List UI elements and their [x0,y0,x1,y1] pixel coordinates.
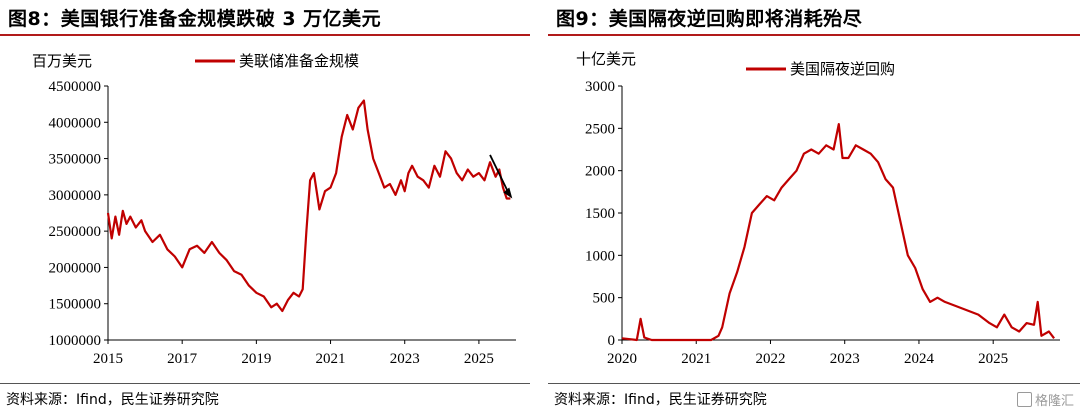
source-note: 资料来源：Ifind，民生证券研究院 [6,392,219,408]
series-line [621,122,1055,342]
x-tick-label: 2017 [167,351,198,367]
title-divider [0,34,530,36]
x-tick-label: 2023 [390,351,420,367]
x-tick-label: 2025 [464,351,494,367]
y-tick-label: 3000000 [49,188,102,204]
legend-label: 美国隔夜逆回购 [790,60,895,78]
reserves-chart: 1000000 1500000 2000000 2500000 3000000 35000… [32,52,516,367]
x-tick-label: 2020 [607,351,637,367]
reverse-repo-chart: 0 500 1000 1500 2000 2500 3000 2020 2021 2022 2023… [576,50,1060,367]
x-tick-label: 2015 [93,351,123,367]
unit-label: 百万美元 [32,52,92,70]
y-tick-label: 0 [608,333,616,349]
y-tick-label: 500 [593,291,616,307]
watermark-text: 格隆汇 [1034,394,1074,409]
x-tick-label: 2021 [316,351,346,367]
x-tick-label: 2022 [755,351,785,367]
x-tick-label: 2019 [241,351,271,367]
y-tick-label: 1000000 [49,333,102,349]
series-line [106,99,511,313]
y-tick-label: 3000 [585,79,615,95]
x-tick-label: 2023 [830,351,860,367]
x-tick-label: 2024 [904,351,935,367]
y-tick-label: 1000 [585,248,615,264]
y-tick-label: 4500000 [49,79,102,95]
annotation-arrow-shaft [489,154,511,195]
y-tick-label: 3500000 [49,152,102,168]
panel-reserves: 图8：美国银行准备金规模跌破 3 万亿美元 1000000 1500000 2000… [0,0,530,413]
source-divider [0,383,530,384]
source-note: 资料来源：Ifind，民生证券研究院 [554,392,767,408]
y-tick-label: 2000 [585,164,615,180]
panel-reverse-repo: 图9：美国隔夜逆回购即将消耗殆尽 0 500 1000 1500 2000 2500 300… [548,0,1080,413]
unit-label: 十亿美元 [576,50,636,68]
y-tick-label: 4000000 [49,115,102,131]
y-tick-label: 1500000 [49,297,102,313]
y-tick-label: 2500000 [49,224,102,240]
x-tick-label: 2025 [978,351,1008,367]
watermark: 格隆汇 [1016,390,1074,409]
annotation-arrow-head [503,187,513,199]
legend-label: 美联储准备金规模 [239,52,359,70]
panel-title: 图9：美国隔夜逆回购即将消耗殆尽 [556,8,863,30]
watermark-logo-icon [1016,392,1032,407]
x-tick-label: 2021 [681,351,711,367]
y-tick-label: 2000000 [49,260,102,276]
y-tick-label: 2500 [585,121,615,137]
source-divider [548,383,1080,384]
panel-title: 图8：美国银行准备金规模跌破 3 万亿美元 [8,8,382,30]
title-divider [548,34,1080,36]
y-tick-label: 1500 [585,206,615,222]
